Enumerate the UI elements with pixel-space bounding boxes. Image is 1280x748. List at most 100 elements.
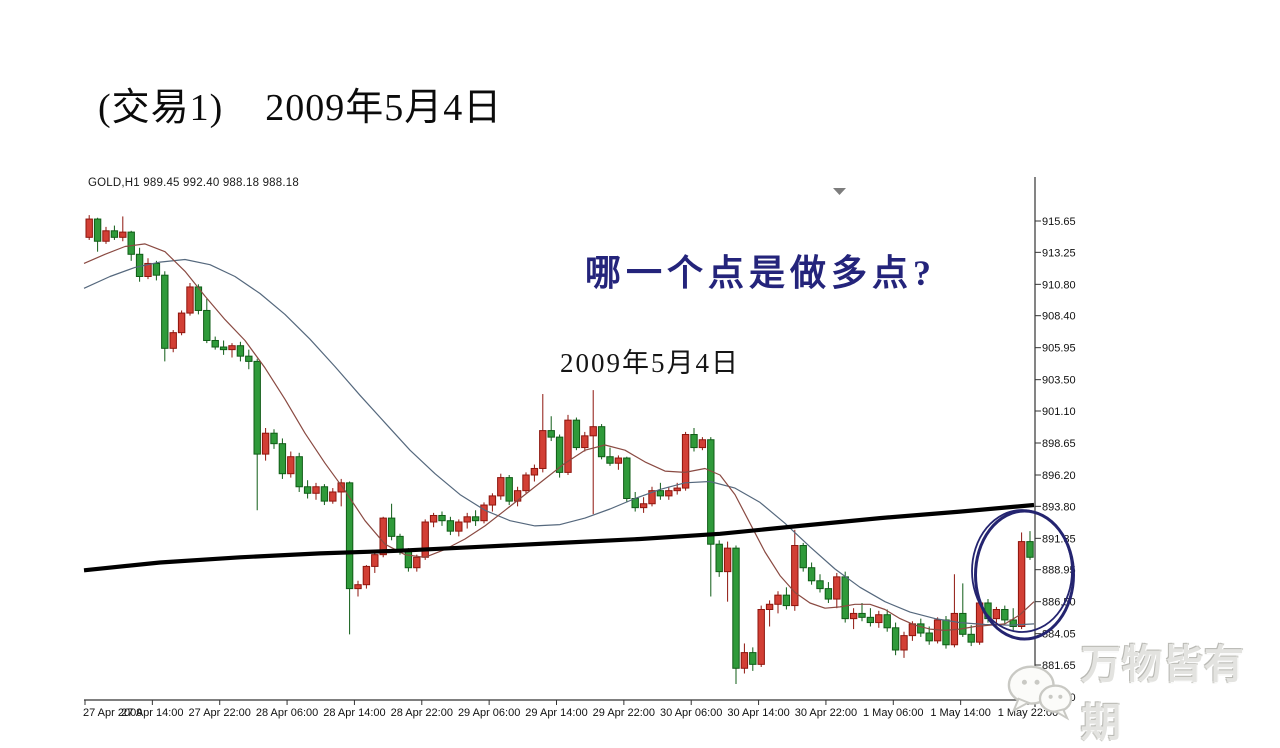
y-axis-label: 901.10 (1042, 406, 1076, 418)
candle-body (681, 434, 690, 489)
candle-body (732, 547, 740, 669)
candle-body (295, 456, 303, 488)
candle-body (455, 521, 463, 532)
candle-body (421, 521, 429, 558)
chat-bubbles-icon (1007, 665, 1073, 721)
candle-body (312, 486, 320, 494)
candle-body (102, 230, 110, 242)
candle-body (110, 230, 119, 238)
ma-slow-line (83, 258, 1035, 626)
candle-body (85, 218, 93, 238)
candle-body (119, 231, 127, 238)
candle-body (379, 517, 387, 556)
candle-body (329, 491, 337, 502)
y-axis-label: 905.95 (1042, 343, 1076, 355)
candle-body (513, 490, 522, 502)
y-axis-label: 903.50 (1042, 375, 1076, 387)
candle-body (261, 432, 270, 455)
candle-body (1017, 541, 1026, 627)
watermark-text: 万物皆有期 (1080, 642, 1245, 745)
candle-body (161, 274, 169, 349)
candle-body (320, 486, 329, 502)
candle-body (547, 430, 555, 438)
candle-body (245, 355, 253, 362)
x-axis-label: 28 Apr 06:00 (256, 707, 318, 719)
candle-body (354, 584, 362, 590)
candle-body (186, 286, 194, 314)
candle-body (270, 432, 278, 445)
chart-symbol-label: GOLD,H1 989.45 992.40 988.18 988.18 (88, 177, 299, 189)
candle-body (303, 486, 312, 494)
candle-body (471, 516, 480, 522)
candle-body (505, 477, 513, 502)
candle-body (438, 514, 446, 522)
candle-body (203, 309, 211, 341)
candle-body (539, 430, 547, 469)
y-axis-label: 893.80 (1042, 501, 1076, 513)
candle-body (740, 652, 749, 669)
candle-body (211, 339, 219, 348)
candle-body (497, 477, 505, 497)
y-axis-label: 910.80 (1042, 279, 1076, 291)
candle-body (446, 520, 455, 532)
y-axis-label: 898.65 (1042, 438, 1076, 450)
candle-body (673, 487, 681, 492)
candle-body (93, 218, 102, 242)
candle-body (816, 580, 824, 590)
x-axis-label: 27 Apr 22:00 (189, 707, 251, 719)
y-axis-label: 915.65 (1042, 216, 1076, 228)
y-axis-label: 896.20 (1042, 470, 1076, 482)
y-axis-label: 891.35 (1042, 533, 1076, 545)
candle-body (564, 419, 572, 473)
candlestick-chart: 915.65 913.25 910.80 908.40 905.95 903.50 901.… (83, 177, 1076, 719)
candle-body (623, 457, 631, 500)
candle-body (639, 503, 648, 509)
x-axis-label: 1 May 06:00 (863, 707, 924, 719)
candle-body (530, 467, 539, 476)
x-axis-label: 27 Apr 14:00 (121, 707, 183, 719)
candle-body (723, 547, 732, 573)
candle-body (236, 345, 245, 357)
candle-body (413, 556, 421, 569)
candle-body (749, 652, 757, 665)
candle-body (253, 360, 261, 455)
candle-body (648, 490, 656, 505)
candle-body (824, 588, 833, 600)
date-annotation: 2009年5月4日 (560, 348, 740, 378)
watermark: 万物皆有期 (1005, 632, 1280, 748)
ma-fast-line (83, 243, 1035, 631)
candle-body (287, 456, 295, 475)
candle-body (900, 635, 908, 651)
candle-body (387, 517, 396, 537)
candle-body (942, 619, 950, 646)
candle-body (925, 632, 933, 642)
candle-body (799, 545, 807, 569)
candle-body (522, 474, 530, 492)
x-axis-label: 28 Apr 14:00 (323, 707, 385, 719)
candle-body (866, 616, 875, 624)
question-annotation: 哪一个点是做多点? (585, 253, 937, 293)
candle-body (782, 594, 791, 607)
candle-body (959, 612, 967, 635)
candle-body (371, 554, 379, 567)
candle-body (992, 609, 1001, 620)
candle-body (606, 456, 614, 464)
candle-body (228, 345, 236, 351)
candle-body (429, 514, 438, 523)
candle-body (849, 612, 858, 620)
candle-body (555, 436, 564, 473)
candle-body (152, 262, 161, 276)
candle-body (791, 545, 799, 607)
ma-thick-line (83, 502, 1035, 573)
x-axis-label: 30 Apr 06:00 (660, 707, 722, 719)
candle-body (807, 567, 816, 582)
candle-body (345, 482, 354, 590)
x-axis-label: 30 Apr 22:00 (795, 707, 857, 719)
candle-body (337, 482, 345, 493)
highlight-ellipse (974, 509, 1075, 641)
candle-body (715, 543, 723, 573)
candle-body (597, 426, 606, 458)
candle-body (463, 516, 471, 523)
candle-body (875, 614, 883, 624)
candle-body (589, 426, 597, 437)
